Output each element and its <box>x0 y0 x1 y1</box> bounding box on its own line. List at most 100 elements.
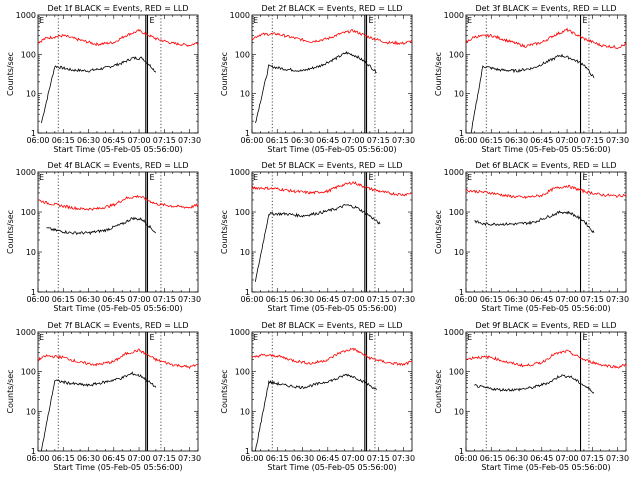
x-tick-label: 07:00 <box>342 136 365 145</box>
panel-title: Det 9f BLACK = Events, RED = LLD <box>475 321 616 330</box>
x-tick-label: 06:30 <box>505 136 528 145</box>
y-axis-label: Counts/sec <box>434 369 443 413</box>
y-axis-label: Counts/sec <box>434 52 443 96</box>
x-tick-label: 07:15 <box>153 454 176 463</box>
y-tick-label: 100 <box>21 50 36 59</box>
x-tick-label: 06:00 <box>240 136 263 145</box>
y-tick-label: 1000 <box>444 328 464 337</box>
x-tick-label: 07:00 <box>128 136 151 145</box>
y-axis-label: Counts/sec <box>6 52 15 96</box>
panel-title: Det 3f BLACK = Events, RED = LLD <box>475 4 616 13</box>
y-tick-label: 1 <box>245 288 250 297</box>
x-tick-label: 06:15 <box>480 454 503 463</box>
x-tick-label: 06:45 <box>530 454 553 463</box>
plot-frame <box>251 14 413 134</box>
flag-label: E <box>583 173 588 182</box>
x-tick-label: 07:30 <box>606 136 629 145</box>
panel-title: Det 7f BLACK = Events, RED = LLD <box>47 321 188 330</box>
flag-label: E <box>467 16 472 25</box>
flag-label: E <box>369 173 374 182</box>
events-series-line <box>46 216 157 236</box>
x-tick-label: 07:00 <box>128 454 151 463</box>
y-tick-label: 100 <box>449 368 464 377</box>
x-tick-label: 06:30 <box>291 136 314 145</box>
x-tick-label: 07:30 <box>178 136 201 145</box>
flag-label: E <box>149 16 154 25</box>
panel-5: Det 5f BLACK = Events, RED = LLD 1 10 100 10… <box>220 161 415 313</box>
flag-label: E <box>253 173 258 182</box>
events-series-line <box>255 373 377 452</box>
y-tick-label: 1 <box>459 447 464 456</box>
x-tick-label: 07:30 <box>606 295 629 304</box>
x-tick-label: 07:00 <box>342 454 365 463</box>
y-tick-label: 1 <box>459 288 464 297</box>
x-tick-label: 07:15 <box>367 136 390 145</box>
x-tick-label: 06:45 <box>102 295 125 304</box>
flag-label: E <box>369 16 374 25</box>
panel-title: Det 5f BLACK = Events, RED = LLD <box>261 161 402 170</box>
x-axis-label: Start Time (05-Feb-05 05:56:00) <box>267 145 396 154</box>
events-series-line <box>41 371 157 452</box>
x-axis-label: Start Time (05-Feb-05 05:56:00) <box>53 145 182 154</box>
x-tick-label: 06:15 <box>266 136 289 145</box>
x-tick-label: 07:00 <box>128 295 151 304</box>
events-series-line <box>41 56 157 124</box>
y-axis-label: Counts/sec <box>220 210 229 254</box>
x-tick-label: 07:00 <box>556 295 579 304</box>
panel-7: Det 7f BLACK = Events, RED = LLD 1 10 100 10… <box>6 321 201 472</box>
x-tick-label: 06:00 <box>26 136 49 145</box>
y-tick-label: 10 <box>240 90 250 99</box>
y-axis-label: Counts/sec <box>220 369 229 413</box>
y-tick-label: 1000 <box>16 328 36 337</box>
y-tick-label: 100 <box>449 50 464 59</box>
lld-series-line <box>37 194 199 211</box>
y-tick-label: 100 <box>235 50 250 59</box>
x-tick-label: 06:30 <box>77 295 100 304</box>
x-tick-label: 06:15 <box>480 295 503 304</box>
y-tick-label: 1000 <box>230 11 250 20</box>
events-series-line <box>474 210 595 234</box>
x-tick-label: 06:45 <box>530 136 553 145</box>
plot-frame <box>251 171 413 293</box>
x-axis-label: Start Time (05-Feb-05 05:56:00) <box>481 463 610 472</box>
y-tick-label: 1 <box>31 447 36 456</box>
x-tick-label: 06:00 <box>26 295 49 304</box>
y-tick-label: 100 <box>21 208 36 217</box>
x-tick-label: 06:00 <box>454 295 477 304</box>
x-tick-label: 07:15 <box>367 295 390 304</box>
plot-frame <box>37 331 199 452</box>
x-tick-label: 06:30 <box>77 136 100 145</box>
x-tick-label: 06:00 <box>240 295 263 304</box>
y-tick-label: 1 <box>31 129 36 138</box>
x-tick-label: 06:00 <box>454 136 477 145</box>
y-tick-label: 10 <box>26 248 36 257</box>
x-tick-label: 07:15 <box>153 295 176 304</box>
panel-title: Det 4f BLACK = Events, RED = LLD <box>47 161 188 170</box>
y-tick-label: 10 <box>26 407 36 416</box>
x-tick-label: 07:15 <box>153 136 176 145</box>
x-tick-label: 06:15 <box>52 454 75 463</box>
lld-series-line <box>251 29 413 46</box>
plot-frame <box>465 331 627 452</box>
plot-frame <box>37 14 199 134</box>
y-tick-label: 1000 <box>230 168 250 177</box>
x-tick-label: 07:30 <box>392 136 415 145</box>
x-tick-label: 07:30 <box>178 454 201 463</box>
y-tick-label: 1000 <box>16 168 36 177</box>
flag-label: E <box>39 333 44 342</box>
flag-label: E <box>583 333 588 342</box>
y-tick-label: 100 <box>235 208 250 217</box>
x-tick-label: 06:30 <box>291 454 314 463</box>
x-tick-label: 07:30 <box>178 295 201 304</box>
lld-series-line <box>37 348 199 370</box>
plot-frame <box>251 331 413 452</box>
y-tick-label: 100 <box>449 208 464 217</box>
flag-label: E <box>369 333 374 342</box>
x-tick-label: 06:45 <box>102 454 125 463</box>
y-tick-label: 10 <box>240 407 250 416</box>
y-axis-label: Counts/sec <box>220 52 229 96</box>
plot-frame <box>465 14 627 134</box>
x-axis-label: Start Time (05-Feb-05 05:56:00) <box>53 304 182 313</box>
panel-2: Det 2f BLACK = Events, RED = LLD 1 10 100 10… <box>220 4 415 154</box>
x-tick-label: 06:00 <box>240 454 263 463</box>
